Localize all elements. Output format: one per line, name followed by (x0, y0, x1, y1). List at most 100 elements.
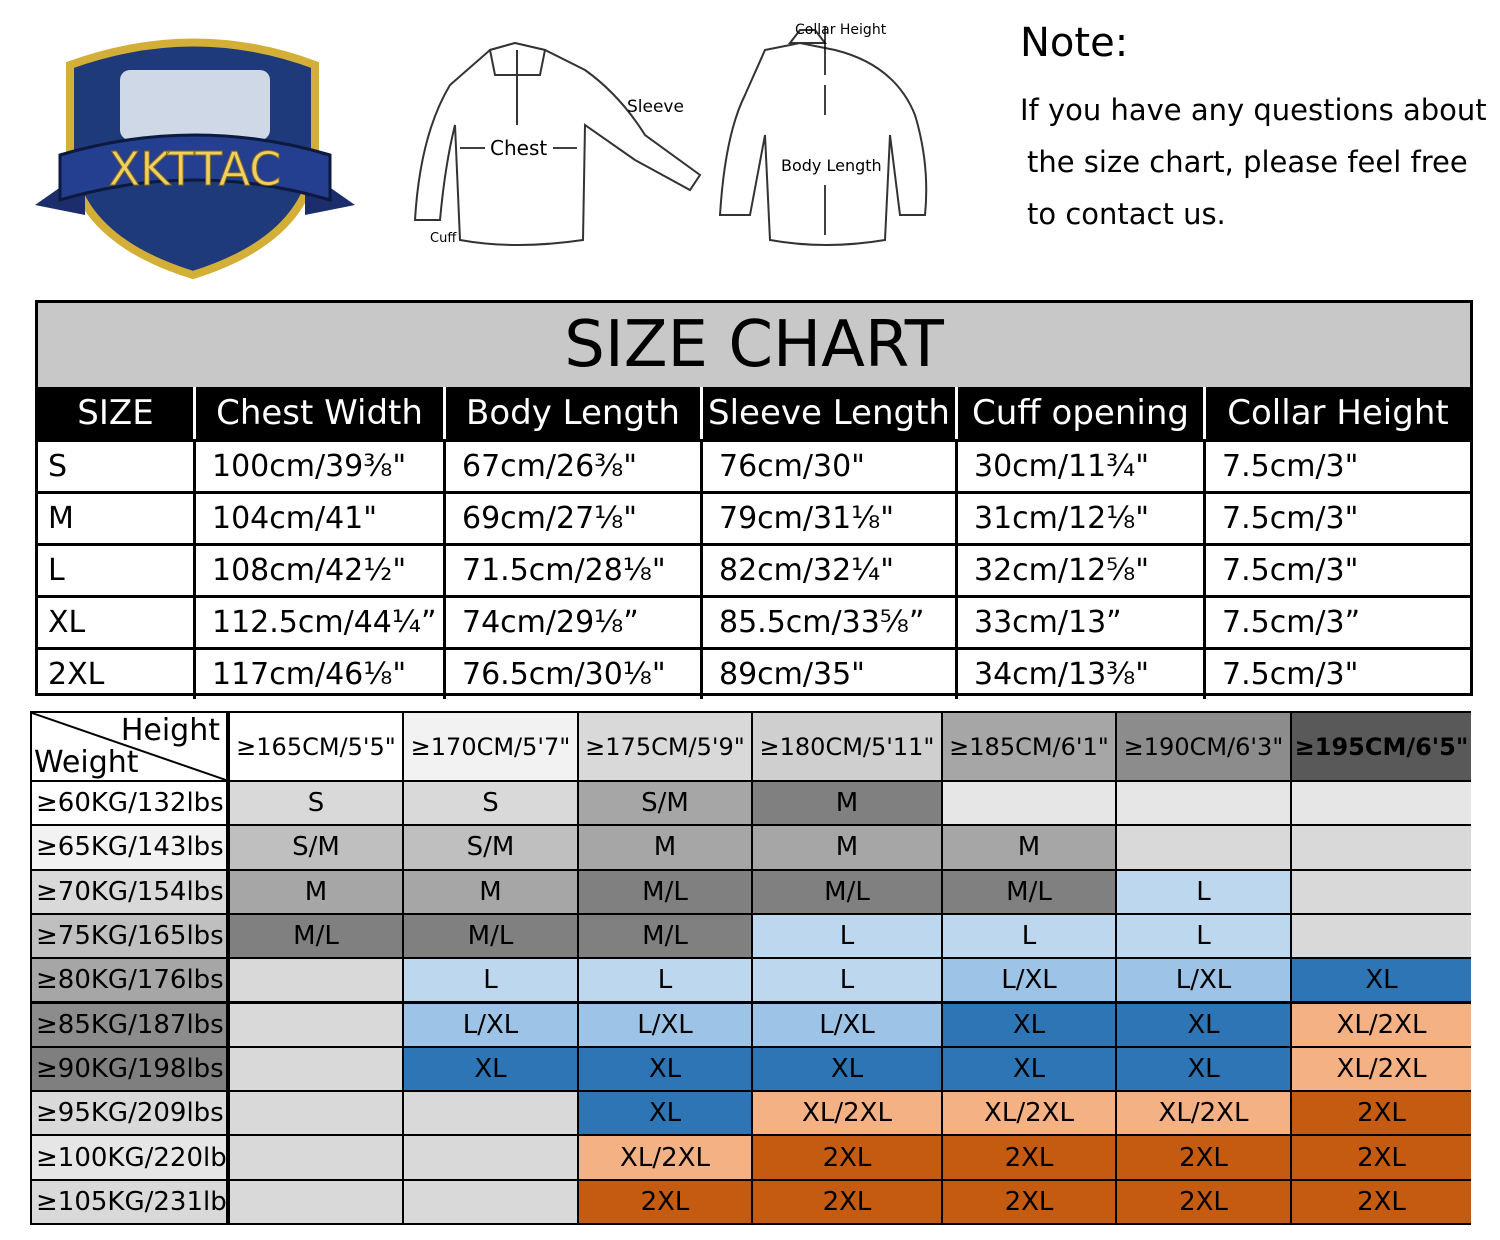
size-recommendation: M (753, 826, 941, 869)
size-cell: 112.5cm/44¼” (193, 595, 443, 647)
size-cell: 32cm/12⅝" (955, 543, 1203, 595)
empty-cell (943, 782, 1115, 825)
size-recommendation: M (579, 826, 751, 869)
size-recommendation: XL/2XL (753, 1092, 941, 1135)
size-recommendation: XL (579, 1047, 751, 1091)
weight-label-cell: ≥60KG/132lbs (32, 782, 226, 825)
size-header: Sleeve Length (700, 387, 955, 439)
size-recommendation: S/M (404, 826, 577, 869)
empty-cell (404, 1180, 577, 1223)
size-recommendation: S/M (230, 826, 402, 869)
size-recommendation: 2XL (753, 1136, 941, 1179)
size-recommendation: S (404, 782, 577, 825)
size-cell: 7.5cm/3” (1203, 595, 1470, 647)
empty-cell (230, 1047, 402, 1091)
size-recommendation: L (404, 959, 577, 1002)
size-header: Chest Width (193, 387, 443, 439)
size-recommendation: 2XL (1292, 1136, 1471, 1179)
size-recommendation: S/M (579, 782, 751, 825)
corner-diagonal (32, 713, 226, 780)
size-recommendation: XL (943, 1047, 1115, 1091)
size-recommendation: XL (404, 1047, 577, 1091)
size-cell: 7.5cm/3" (1203, 647, 1470, 699)
height-header: ≥165CM/5'5" (230, 713, 402, 780)
size-recommendation: 2XL (1292, 1180, 1471, 1223)
weight-label-cell: ≥90KG/198lbs (32, 1047, 226, 1091)
size-recommendation: L/XL (753, 1003, 941, 1046)
size-recommendation: M (753, 782, 941, 825)
empty-cell (1292, 914, 1471, 958)
size-cell: XL (38, 595, 193, 647)
size-recommendation: XL (943, 1003, 1115, 1046)
size-cell: 85.5cm/33⅝” (700, 595, 955, 647)
size-recommendation: L/XL (943, 959, 1115, 1002)
size-recommendation: L (753, 959, 941, 1002)
size-cell: 34cm/13⅜" (955, 647, 1203, 699)
size-cell: M (38, 491, 193, 543)
size-recommendation: XL/2XL (1292, 1003, 1471, 1046)
size-cell: 79cm/31⅛" (700, 491, 955, 543)
size-recommendation: L (1117, 914, 1290, 958)
empty-cell (230, 1092, 402, 1135)
size-recommendation: 2XL (1117, 1180, 1290, 1223)
empty-cell (1292, 870, 1471, 913)
fit-grid: Height Weight ≥165CM/5'5" ≥170CM/5'7" ≥175CM… (30, 711, 1471, 1225)
size-recommendation: 2XL (753, 1180, 941, 1223)
size-cell: 108cm/42½" (193, 543, 443, 595)
size-recommendation: M (230, 870, 402, 913)
size-header: Cuff opening (955, 387, 1203, 439)
height-header: ≥180CM/5'11" (753, 713, 941, 780)
size-cell: L (38, 543, 193, 595)
height-header: ≥190CM/6'3" (1117, 713, 1290, 780)
body-length-label: Body Length (781, 156, 882, 175)
chest-label: Chest (490, 136, 547, 160)
size-cell: 31cm/12⅛" (955, 491, 1203, 543)
size-cell: 89cm/35" (700, 647, 955, 699)
size-recommendation: XL (579, 1092, 751, 1135)
size-recommendation: M/L (230, 914, 402, 958)
height-header: ≥170CM/5'7" (404, 713, 577, 780)
size-cell: 100cm/39⅜" (193, 439, 443, 491)
empty-cell (404, 1092, 577, 1135)
weight-label-cell: ≥100KG/220lbs (32, 1136, 226, 1179)
weight-label-cell: ≥70KG/154lbs (32, 870, 226, 913)
size-recommendation: XL (753, 1047, 941, 1091)
collar-height-label: Collar Height (795, 22, 887, 38)
height-header: ≥175CM/5'9" (579, 713, 751, 780)
size-header: Collar Height (1203, 387, 1470, 439)
size-cell: 67cm/26⅜" (443, 439, 700, 491)
size-recommendation: M (943, 826, 1115, 869)
size-recommendation: L (753, 914, 941, 958)
size-recommendation: L (943, 914, 1115, 958)
size-cell: 7.5cm/3" (1203, 543, 1470, 595)
size-recommendation: M/L (579, 914, 751, 958)
size-chart-title: SIZE CHART (38, 303, 1470, 387)
weight-label-cell: ≥80KG/176lbs (32, 959, 226, 1002)
size-chart: SIZE CHART SIZE Chest Width Body Length Sle… (35, 300, 1473, 699)
size-recommendation: 2XL (579, 1180, 751, 1223)
logo-text: XKTTAC (109, 142, 282, 196)
grid-corner: Height Weight (32, 713, 226, 780)
size-cell: S (38, 439, 193, 491)
height-header: ≥185CM/6'1" (943, 713, 1115, 780)
size-recommendation: 2XL (1117, 1136, 1290, 1179)
weight-label-cell: ≥75KG/165lbs (32, 914, 226, 958)
weight-label-cell: ≥95KG/209lbs (32, 1092, 226, 1135)
weight-label: Weight (34, 745, 139, 780)
weight-label-cell: ≥85KG/187lbs (32, 1003, 226, 1046)
size-recommendation: M/L (579, 870, 751, 913)
note-line: the size chart, please feel free (1027, 145, 1468, 179)
size-cell: 2XL (38, 647, 193, 699)
size-recommendation: 2XL (943, 1180, 1115, 1223)
empty-cell (404, 1136, 577, 1179)
sleeve-label: Sleeve (627, 97, 684, 117)
size-recommendation: XL (1117, 1003, 1290, 1046)
note-line: to contact us. (1027, 197, 1226, 231)
size-recommendation: XL/2XL (579, 1136, 751, 1179)
size-cell: 7.5cm/3" (1203, 491, 1470, 543)
size-recommendation: S (230, 782, 402, 825)
size-recommendation: L (1117, 870, 1290, 913)
size-cell: 33cm/13” (955, 595, 1203, 647)
size-recommendation: XL (1117, 1047, 1290, 1091)
